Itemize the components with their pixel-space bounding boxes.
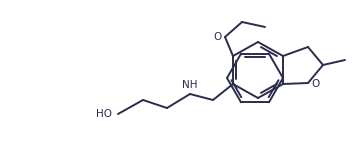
Text: O: O bbox=[214, 32, 222, 42]
Text: O: O bbox=[312, 79, 320, 89]
Text: NH: NH bbox=[182, 80, 198, 90]
Text: HO: HO bbox=[96, 109, 112, 119]
